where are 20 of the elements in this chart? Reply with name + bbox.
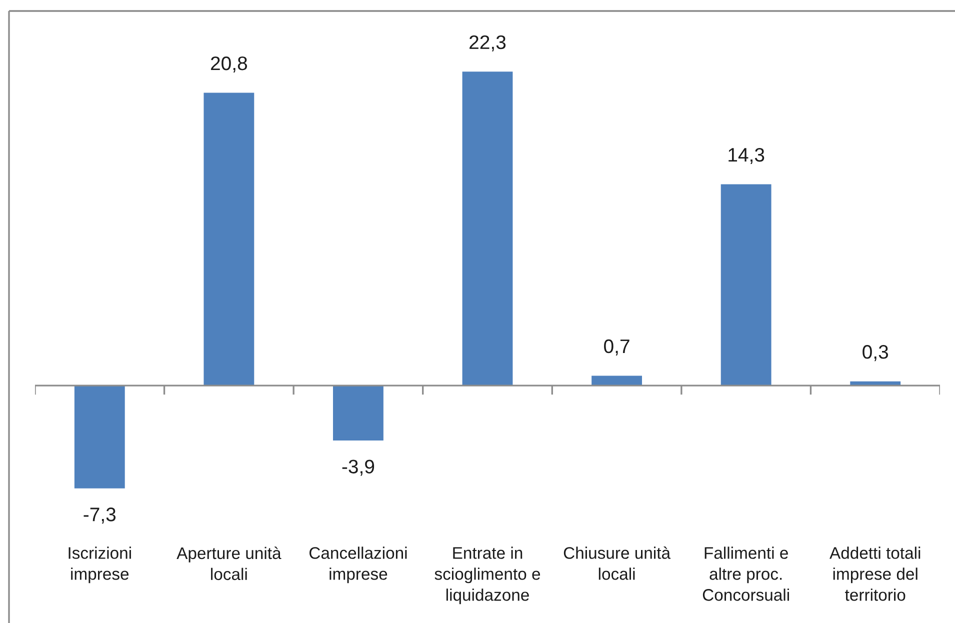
data-label: 14,3: [728, 148, 764, 164]
x-tick-label: Fallimenti e altre proc. Concorsuali: [702, 546, 789, 601]
bar: [720, 184, 772, 386]
x-tick-label: Chiusure unità locali: [564, 546, 671, 580]
bar: [204, 92, 254, 386]
data-label: 0,7: [604, 339, 630, 356]
data-label: 20,8: [210, 56, 248, 73]
bar: [74, 386, 125, 488]
data-label: 22,3: [470, 35, 506, 52]
x-tick-label: Aperture unità locali: [176, 546, 282, 580]
bar: [462, 72, 513, 386]
x-tick-label: Cancellazioni imprese: [310, 546, 407, 584]
bar: [592, 376, 642, 386]
data-label: -7,3: [84, 508, 116, 524]
x-tick-label: Entrate in scioglimento e liquidazone: [434, 546, 540, 604]
x-tick-label: Iscrizioni imprese: [68, 546, 131, 584]
bar: [333, 386, 384, 440]
x-tick-label: Addetti totali imprese del territorio: [830, 546, 920, 601]
data-label: -3,9: [342, 460, 374, 476]
data-label: 0,3: [862, 345, 888, 362]
